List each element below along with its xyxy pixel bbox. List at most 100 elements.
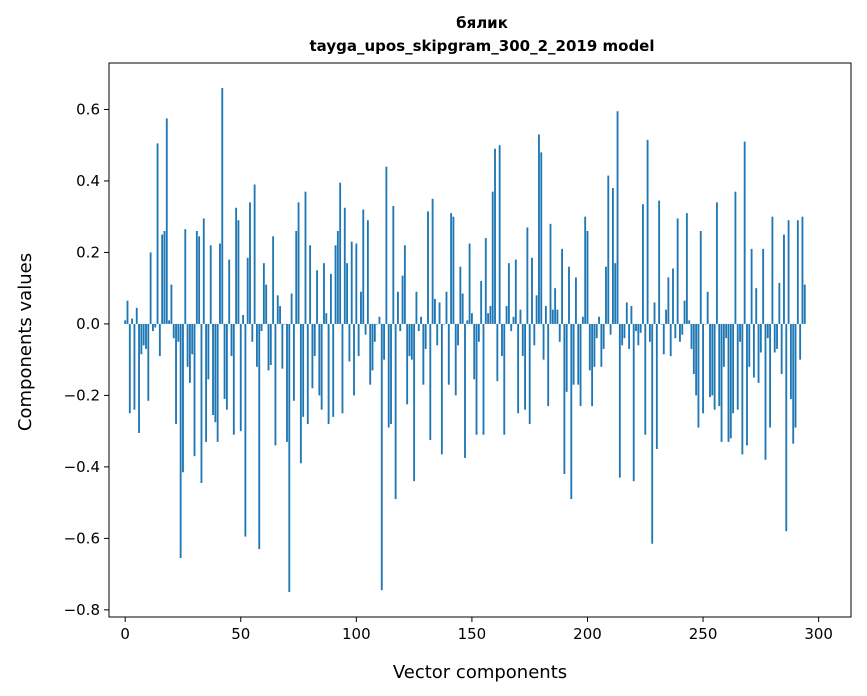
bar bbox=[182, 323, 184, 473]
bar bbox=[739, 323, 741, 342]
bar bbox=[249, 202, 251, 324]
bar bbox=[616, 111, 619, 324]
bar bbox=[489, 306, 492, 324]
bar bbox=[577, 323, 580, 385]
bar bbox=[341, 323, 344, 414]
bar bbox=[762, 248, 765, 324]
bar bbox=[429, 323, 432, 441]
bar bbox=[297, 202, 300, 324]
bar bbox=[191, 323, 194, 355]
bar bbox=[494, 148, 496, 324]
x-axis-label: Vector components bbox=[393, 662, 567, 683]
bar bbox=[575, 277, 577, 324]
bar bbox=[415, 291, 418, 324]
bar bbox=[716, 202, 718, 324]
bar bbox=[205, 323, 208, 442]
bar bbox=[519, 309, 522, 324]
bar bbox=[538, 134, 540, 324]
bar bbox=[709, 323, 711, 398]
bar bbox=[752, 323, 755, 378]
chart-subtitle: tayga_upos_skipgram_300_2_2019 model bbox=[310, 37, 655, 55]
bar bbox=[256, 323, 258, 367]
bar bbox=[364, 323, 367, 335]
bar bbox=[163, 230, 166, 324]
bar bbox=[517, 323, 520, 414]
x-axis: 0 50 100 150 200 250 300 bbox=[120, 617, 833, 643]
bar bbox=[161, 234, 164, 324]
bar bbox=[484, 238, 487, 324]
bar bbox=[436, 323, 439, 346]
bar bbox=[514, 259, 517, 324]
bar bbox=[468, 243, 471, 324]
bar bbox=[570, 323, 573, 500]
bar bbox=[598, 316, 600, 324]
bar bbox=[764, 323, 767, 460]
bar bbox=[392, 205, 395, 324]
bar bbox=[147, 323, 150, 401]
bar bbox=[565, 323, 568, 392]
bar bbox=[683, 300, 686, 324]
bar bbox=[607, 175, 610, 324]
bar bbox=[316, 270, 318, 324]
bar bbox=[505, 306, 508, 324]
bar bbox=[637, 323, 640, 346]
bar bbox=[459, 266, 462, 324]
bar bbox=[611, 188, 614, 324]
bar bbox=[302, 323, 305, 417]
x-tick-label: 300 bbox=[804, 625, 833, 643]
bar bbox=[135, 307, 138, 324]
bar bbox=[510, 323, 513, 332]
bar bbox=[142, 323, 145, 346]
bar bbox=[588, 323, 591, 371]
y-axis-label: Components values bbox=[15, 253, 36, 431]
bar bbox=[605, 266, 607, 324]
bar bbox=[343, 207, 346, 324]
bar bbox=[789, 323, 792, 399]
bar bbox=[329, 273, 332, 324]
bar bbox=[794, 323, 797, 428]
bar bbox=[413, 323, 416, 482]
bar bbox=[371, 323, 374, 371]
bar bbox=[128, 323, 131, 414]
bar bbox=[544, 306, 547, 324]
bar bbox=[551, 309, 554, 324]
bar bbox=[397, 291, 399, 324]
bar bbox=[225, 323, 228, 410]
bar bbox=[383, 323, 385, 360]
bar bbox=[145, 323, 147, 349]
bar bbox=[711, 323, 714, 396]
bar bbox=[473, 323, 476, 380]
bar bbox=[477, 323, 480, 342]
bar bbox=[618, 323, 621, 478]
bar bbox=[299, 323, 302, 464]
bars-group bbox=[124, 88, 806, 592]
y-tick-label: 0.0 bbox=[76, 315, 100, 333]
bar bbox=[431, 198, 434, 324]
bar bbox=[660, 323, 663, 325]
bar bbox=[237, 220, 240, 324]
bar bbox=[658, 200, 661, 324]
bar bbox=[503, 323, 506, 435]
bar bbox=[528, 323, 531, 424]
bar bbox=[184, 229, 187, 324]
bar bbox=[406, 323, 409, 405]
bar bbox=[262, 263, 265, 324]
bar bbox=[124, 320, 127, 324]
bar bbox=[734, 191, 737, 324]
bar bbox=[736, 323, 739, 410]
bar bbox=[535, 295, 538, 324]
bar bbox=[780, 323, 783, 374]
bar bbox=[223, 323, 226, 399]
bar bbox=[579, 323, 582, 407]
bar bbox=[796, 220, 799, 324]
bar bbox=[276, 295, 279, 324]
x-tick-label: 100 bbox=[342, 625, 371, 643]
bar bbox=[320, 323, 323, 410]
bar bbox=[353, 323, 355, 396]
bar bbox=[246, 257, 249, 324]
bar bbox=[741, 323, 744, 455]
y-tick-label: 0.6 bbox=[76, 100, 100, 118]
bar bbox=[380, 323, 383, 591]
bar bbox=[563, 323, 566, 475]
bar bbox=[669, 323, 672, 357]
